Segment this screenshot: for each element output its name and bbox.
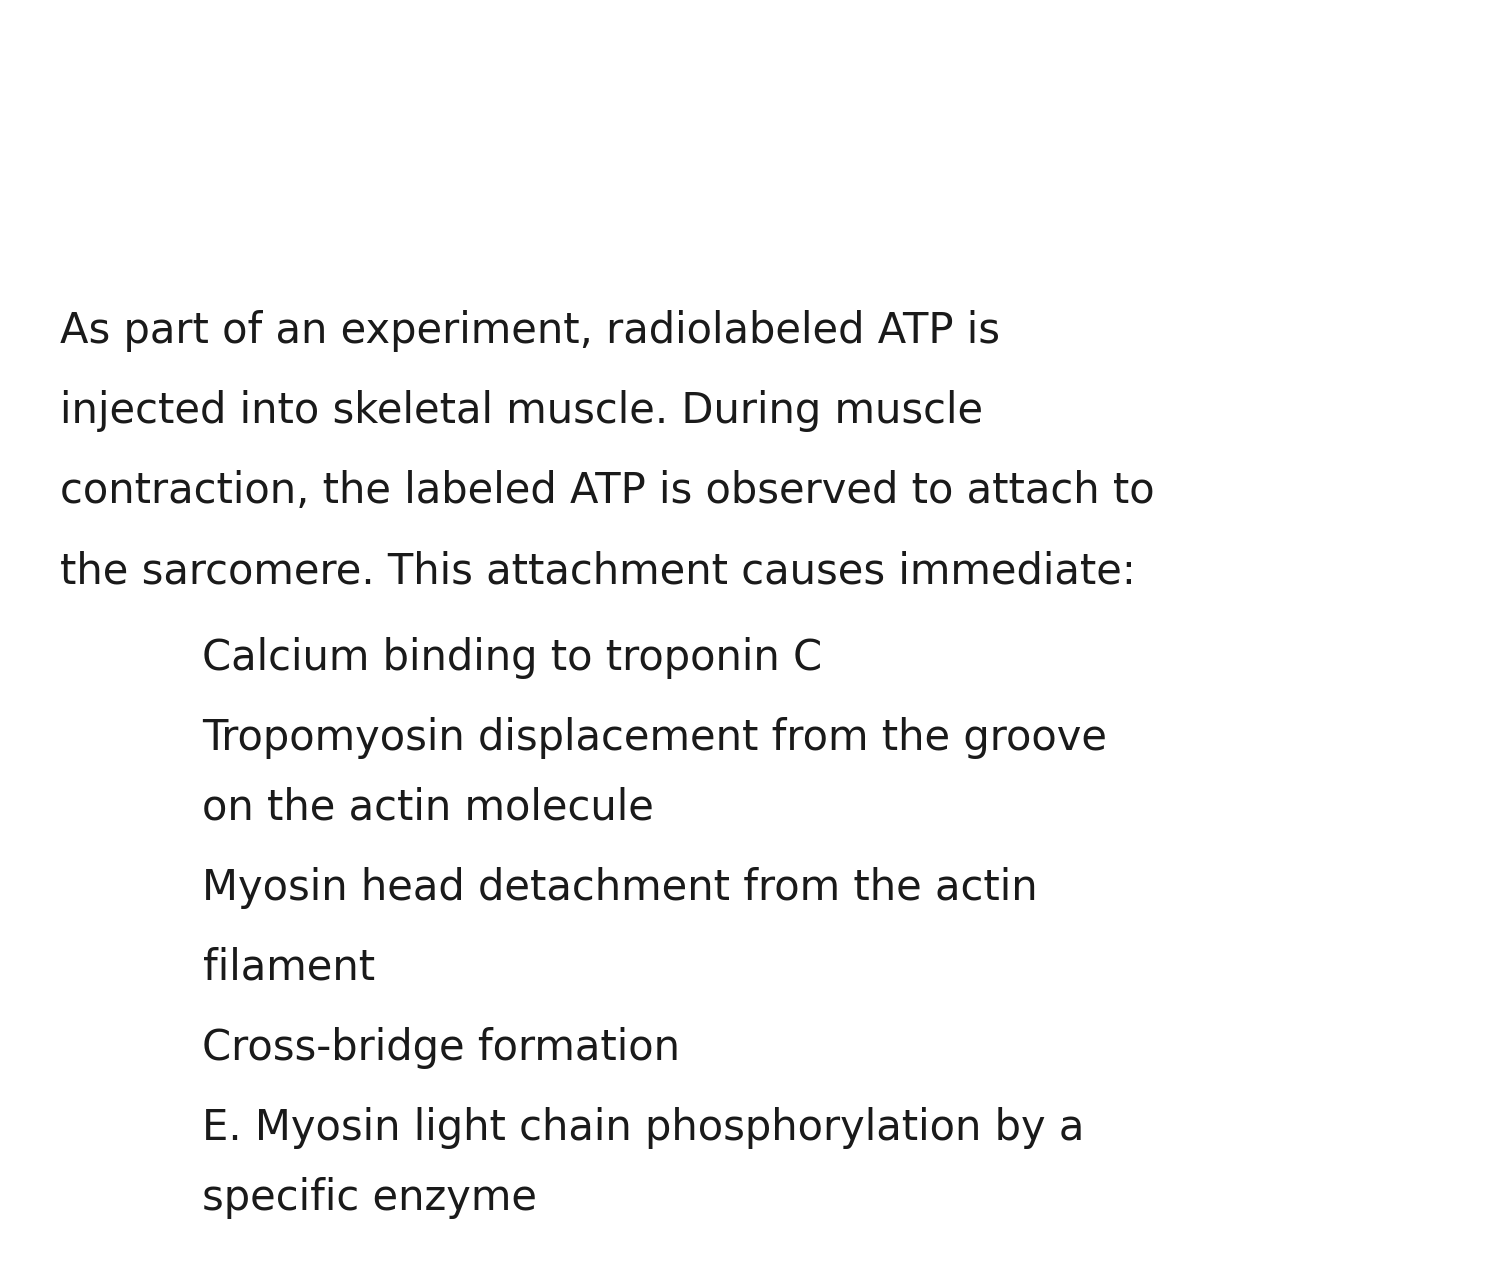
- Text: As part of an experiment, radiolabeled ATP is: As part of an experiment, radiolabeled A…: [60, 310, 1000, 352]
- Text: Cross-bridge formation: Cross-bridge formation: [202, 1027, 681, 1068]
- Text: contraction, the labeled ATP is observed to attach to: contraction, the labeled ATP is observed…: [60, 469, 1155, 513]
- Text: filament: filament: [202, 946, 375, 990]
- Text: Myosin head detachment from the actin: Myosin head detachment from the actin: [202, 868, 1038, 909]
- Text: Tropomyosin displacement from the groove: Tropomyosin displacement from the groove: [202, 717, 1107, 759]
- Text: E. Myosin light chain phosphorylation by a: E. Myosin light chain phosphorylation by…: [202, 1107, 1084, 1149]
- Text: injected into skeletal muscle. During muscle: injected into skeletal muscle. During mu…: [60, 391, 982, 432]
- Text: on the actin molecule: on the actin molecule: [202, 787, 654, 829]
- Text: Calcium binding to troponin C: Calcium binding to troponin C: [202, 637, 822, 679]
- Text: the sarcomere. This attachment causes immediate:: the sarcomere. This attachment causes im…: [60, 550, 1136, 591]
- Text: specific enzyme: specific enzyme: [202, 1177, 537, 1219]
